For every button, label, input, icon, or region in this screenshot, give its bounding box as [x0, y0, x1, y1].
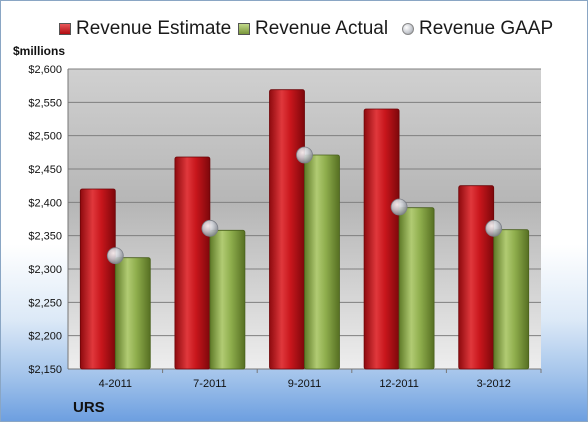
x-tick-label: 9-2011 [288, 378, 321, 390]
marker-revenue-gaap [485, 219, 503, 237]
marker-revenue-gaap [296, 146, 313, 164]
y-tick-label: $2,350 [28, 231, 62, 243]
company-ticker-label: URS [73, 399, 105, 416]
bar-revenue-estimate [458, 185, 495, 370]
y-axis-ticks: $2,150 $2,200 $2,250 $2,300 $2,350 $2,400 $2,4… [28, 64, 62, 376]
legend-label-revenue-actual: Revenue Actual [255, 18, 389, 39]
legend-item-revenue-estimate: Revenue Estimate [59, 18, 231, 40]
x-tick-label: 3-2012 [477, 378, 511, 390]
legend-item-revenue-actual: Revenue Actual [238, 18, 388, 40]
bar-revenue-actual [398, 207, 435, 370]
y-tick-label: $2,400 [28, 197, 62, 209]
gaap-markers [106, 146, 503, 265]
x-tick-label: 12-2011 [379, 378, 419, 390]
y-tick-label: $2,600 [28, 64, 62, 76]
legend-label-revenue-gaap: Revenue GAAP [419, 18, 554, 39]
bar-revenue-estimate [363, 108, 400, 370]
x-tick-label: 4-2011 [99, 378, 132, 390]
bar-revenue-estimate [269, 89, 305, 370]
bar-revenue-actual [493, 229, 530, 370]
y-tick-label: $2,500 [28, 131, 62, 143]
bar-revenue-estimate [79, 188, 116, 370]
y-tick-label: $2,200 [28, 331, 62, 343]
legend-swatch-revenue-actual [238, 23, 250, 35]
y-tick-label: $2,250 [28, 297, 62, 309]
bar-revenue-estimate [174, 156, 211, 370]
bar-series [79, 89, 530, 370]
legend-label-revenue-estimate: Revenue Estimate [76, 18, 232, 39]
legend-swatch-revenue-gaap [402, 23, 414, 35]
chart-legend: Revenue Estimate Revenue Actual Revenue … [1, 18, 587, 40]
x-tick-label: 7-2011 [193, 378, 226, 390]
marker-revenue-gaap [106, 247, 124, 265]
y-tick-label: $2,150 [28, 364, 62, 376]
bar-revenue-actual [114, 257, 151, 370]
bar-revenue-actual [209, 229, 246, 370]
legend-item-revenue-gaap: Revenue GAAP [402, 18, 553, 40]
y-tick-label: $2,450 [28, 164, 62, 176]
legend-swatch-revenue-estimate [59, 23, 71, 35]
marker-revenue-gaap [201, 219, 219, 237]
x-axis-ticks: 4-2011 7-2011 9-2011 12-2011 3-2012 [99, 369, 542, 390]
marker-revenue-gaap [390, 198, 408, 216]
bar-revenue-actual [304, 154, 340, 370]
y-tick-label: $2,300 [28, 264, 62, 276]
y-tick-label: $2,550 [28, 97, 62, 109]
y-axis-unit-label: $millions [13, 44, 66, 58]
